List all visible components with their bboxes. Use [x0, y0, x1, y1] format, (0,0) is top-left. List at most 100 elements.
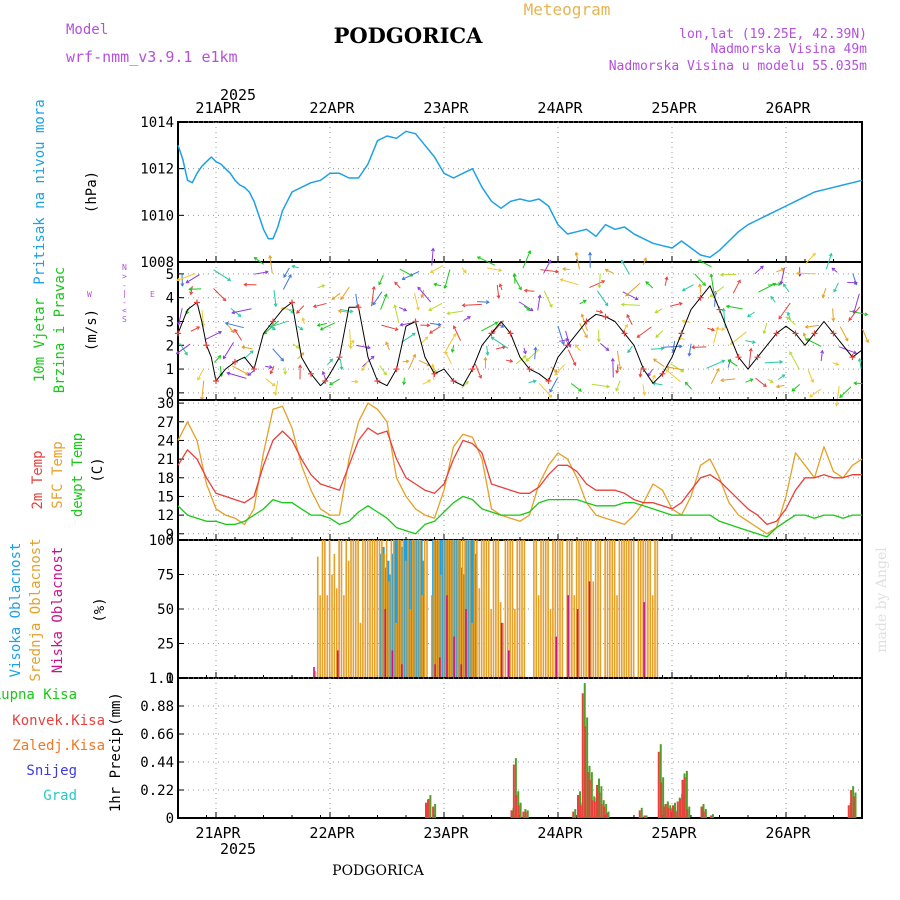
wind-arrow [645, 281, 654, 289]
wind-arrow [710, 274, 715, 293]
cloud-panel: 0 25 50 75 100 [149, 533, 863, 687]
wind-unit: (m/s) [84, 309, 100, 351]
wind-arrowhead [711, 327, 716, 332]
wind-arrowhead [321, 284, 326, 288]
wind-arrowhead [249, 350, 254, 354]
wind-arrowhead [852, 309, 857, 314]
wind-gust-marker [583, 318, 590, 325]
wind-arrow [523, 347, 527, 354]
low-cloud-bar [391, 650, 394, 678]
mid-cloud-bar [656, 540, 659, 678]
top-year-label: 2025 [220, 86, 256, 104]
wind-arrow [385, 341, 390, 351]
wind-arrowhead [770, 295, 774, 300]
pressure-panel: 1008 1010 1012 1014 [140, 115, 863, 271]
wind-arrow [621, 303, 641, 306]
wind-arrow [780, 267, 785, 285]
wind-arrowhead [184, 351, 188, 356]
compass-s: S [122, 315, 127, 324]
wind-arrowhead [280, 357, 285, 362]
low-cloud-bar [439, 657, 441, 678]
wind-arrowhead [655, 334, 660, 339]
wind-arrowhead [230, 329, 235, 334]
wind-arrow [421, 289, 425, 298]
conv-precip-bar [515, 795, 518, 818]
wind-arrowhead [461, 303, 466, 308]
wind-gust-marker [203, 342, 210, 349]
wind-arrowhead [224, 321, 229, 326]
wind-arrowhead [429, 330, 433, 334]
mid-cloud-bar [452, 540, 454, 678]
wind-arrowhead [687, 352, 692, 357]
wind-arrow [560, 278, 579, 286]
mid-cloud-bar [495, 540, 497, 678]
mid-cloud-bar [623, 540, 625, 678]
wind-arrowhead [494, 321, 499, 326]
wind-arrow [805, 324, 820, 328]
wind-arrow [655, 308, 663, 314]
conv-precip-bar [584, 726, 587, 818]
wind-arrowhead [857, 357, 862, 362]
wind-arrow [402, 270, 420, 280]
conv-precip-bar [586, 772, 589, 818]
wind-arrow [201, 309, 204, 327]
wind-arrowhead [403, 307, 408, 312]
conv-precip-bar [512, 764, 515, 818]
wind-arrowhead [348, 345, 353, 350]
conv-precip-bar [522, 811, 525, 818]
mid-cloud-bar [373, 540, 376, 678]
wind-arrowhead [684, 381, 689, 386]
wind-arrow [755, 377, 767, 387]
wind-arrowhead [371, 285, 376, 290]
wind-arrow [754, 265, 764, 275]
dewpt-line [177, 495, 862, 538]
wind-arrow [849, 310, 868, 316]
mid-cloud-bar [321, 540, 324, 678]
mid-cloud-bar [468, 540, 471, 678]
wind-arrow [451, 345, 455, 353]
mid-cloud-bar [449, 540, 452, 678]
high-cloud-bar [470, 540, 473, 678]
mid-cloud-bar [480, 540, 483, 678]
wind-arrowhead [498, 283, 503, 288]
wind-arrowhead [727, 359, 732, 363]
wind-arrowhead [562, 267, 566, 272]
wind-arrow [723, 308, 726, 329]
wind-arrow [707, 327, 715, 331]
wind-arrowhead [450, 348, 455, 353]
compass-e: E [150, 290, 155, 299]
temp-ylabel-sfc: SFC Temp [50, 441, 66, 508]
conv-precip-bar [593, 801, 596, 818]
wind-arrowhead [820, 349, 825, 354]
mid-cloud-bar [409, 609, 412, 678]
wind-arrow [652, 382, 663, 386]
wind-arrowhead [411, 332, 416, 337]
wind-arrowhead [412, 353, 417, 358]
conv-precip-bar [591, 800, 594, 818]
low-cloud-bar [384, 609, 387, 678]
mid-cloud-bar [639, 540, 642, 678]
top-day-labels: 21APR 22APR 23APR 24APR 25APR 26APR [195, 99, 811, 117]
wind-arrow [340, 286, 350, 300]
top-day-label: 25APR [651, 99, 697, 117]
wind-arrow [767, 378, 774, 383]
wind-arrow [685, 382, 693, 390]
wind-arrow [591, 383, 610, 388]
wind-arrow [394, 281, 401, 289]
pressure-unit: (hPa) [84, 171, 100, 213]
wind-arrow [339, 308, 353, 313]
wind-arrow [563, 268, 571, 270]
wind-arrowhead [231, 310, 236, 315]
wind-gust-marker [322, 377, 329, 384]
wind-gust-marker [754, 354, 761, 361]
wind-arrowhead [498, 268, 503, 272]
wind-arrow [698, 259, 712, 268]
wind-arrow [622, 324, 628, 333]
total-precip-bar [514, 758, 517, 818]
wind-arrow [486, 345, 489, 355]
mid-cloud-bar [388, 581, 390, 678]
mid-cloud-bar [630, 540, 633, 678]
mid-cloud-bar [590, 540, 592, 678]
total-precip-bar [704, 809, 707, 818]
conv-precip-bar [672, 805, 674, 818]
